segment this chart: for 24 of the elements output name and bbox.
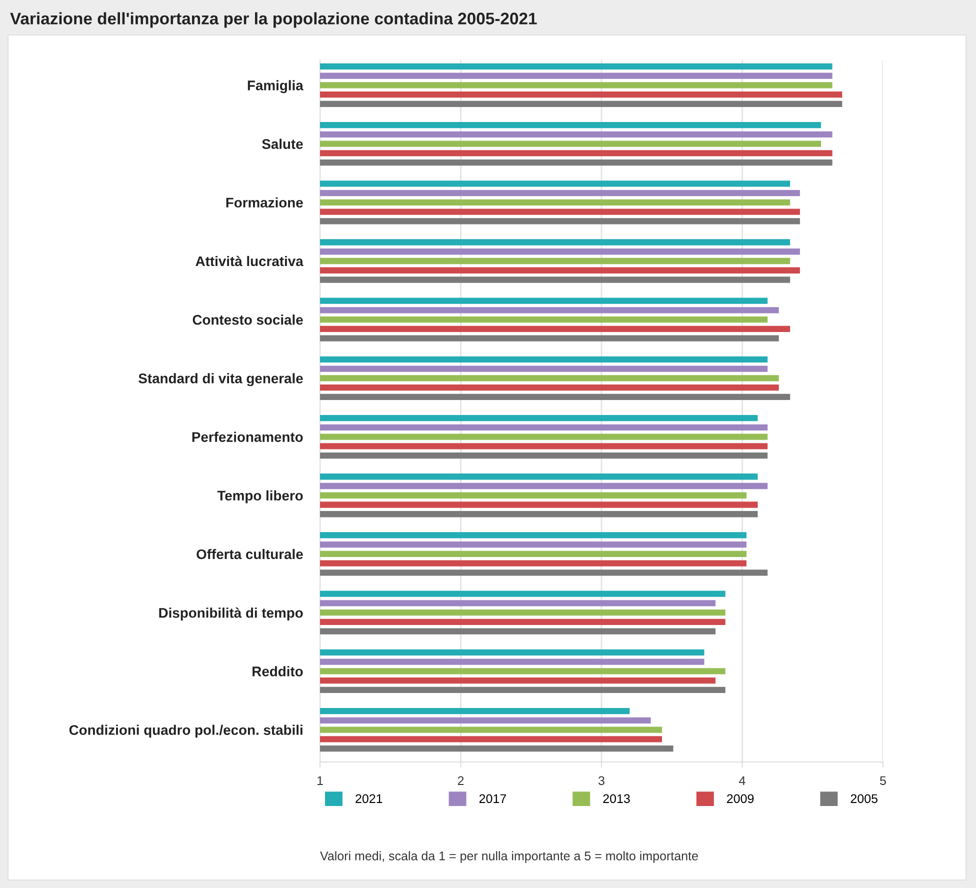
legend-label: 2013 <box>603 794 630 804</box>
legend-label: 2017 <box>479 794 506 804</box>
y-tick-label: Tempo libero <box>217 490 303 504</box>
y-tick-label: Contesto sociale <box>192 314 303 325</box>
text: Valori medi, scala da 1 = per nulla importante a 5 = molto importante <box>320 851 698 863</box>
y-tick-label: Standard di vita generale <box>138 373 303 386</box>
x-tick-label: 2 <box>458 776 464 785</box>
legend-label: 2009 <box>727 794 754 804</box>
y-tick-label: Salute <box>262 138 303 149</box>
legend-label: 2021 <box>356 794 382 804</box>
y-tick-label: Famiglia <box>248 80 304 94</box>
y-tick-label: Condizioni quadro pol./econ. stabili <box>69 724 302 738</box>
y-tick-label: Formazione <box>226 197 303 208</box>
y-tick-label: Reddito <box>252 666 303 676</box>
y-tick-label: Offerta culturale <box>196 548 303 560</box>
x-tick-label: 3 <box>598 776 604 786</box>
x-tick-label: 4 <box>739 776 746 785</box>
legend-label: 2005 <box>850 794 878 804</box>
x-tick-label: 1 <box>317 776 323 785</box>
y-tick-label: Perfezionamento <box>192 432 303 442</box>
x-tick-label: 5 <box>880 776 886 786</box>
chart-title: Variazione dell'importanza per la popolazione contadina 2005-2021 <box>10 12 537 28</box>
y-tick-label: Attività lucrativa <box>196 256 304 266</box>
y-tick-label: Disponibilità di tempo <box>159 607 303 621</box>
